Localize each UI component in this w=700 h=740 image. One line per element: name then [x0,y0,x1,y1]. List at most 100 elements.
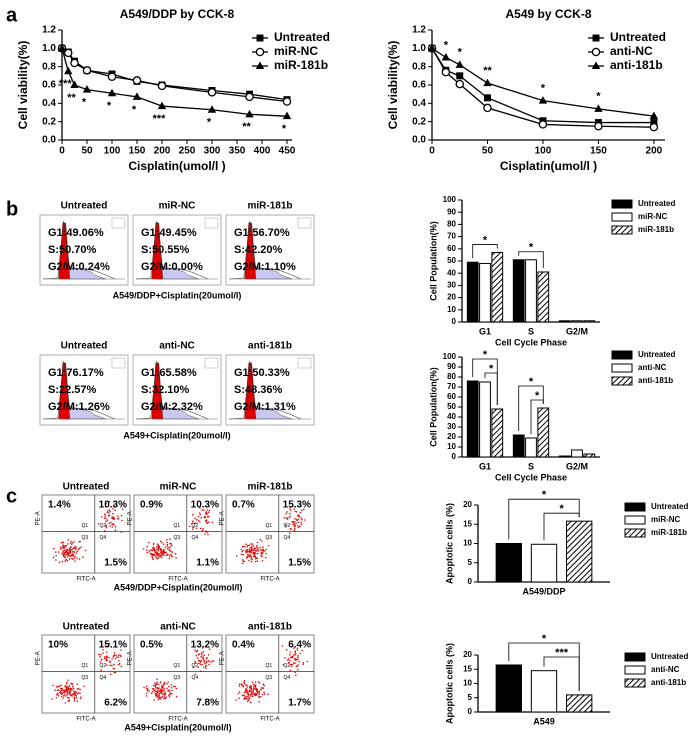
quadrant-percent: 10.3% [191,500,219,511]
scatter-dot [160,554,163,557]
scatter-dot [252,693,254,695]
y-tick-label: 30 [447,281,456,290]
scatter-dot [171,551,174,553]
scatter-dot [60,684,62,687]
significance-label: * [541,82,546,94]
scatter-dot [293,654,295,656]
scatter-dot [105,517,107,520]
scatter-frame [133,634,223,714]
y-axis-label: Cell Population(%) [428,367,438,447]
data-point [245,109,254,118]
x-tick-label: 300 [204,146,221,157]
scatter-dot [258,690,261,693]
legend-label: miR-NC [638,212,668,221]
scatter-dot [168,555,171,557]
scatter-dot [285,512,287,515]
scatter-dot [158,694,161,697]
scatter-dot [166,687,168,690]
quadrant-name: Q1 [265,523,272,529]
scatter-dot [291,663,293,666]
histogram-legend [297,357,312,369]
scatter-dot [248,697,251,700]
scatter-dot [195,522,197,524]
scatter-dot [118,659,120,662]
scatter-dot [247,554,249,556]
scatter-dot [202,650,205,653]
significance-label: * [559,503,564,515]
scatter-dot [206,509,208,511]
scatter-dot [295,674,297,677]
scatter-dot [170,684,172,686]
scatter-dot [158,692,160,695]
cell-cycle-value: G2/M:2.32% [141,401,203,413]
scatter-dot [69,687,72,690]
scatter-dot [77,692,80,694]
scatter-dot [67,679,69,682]
scatter-dot [163,687,165,690]
scatter-frame [225,634,315,714]
scatter-dot [246,556,249,559]
scatter-dot [158,546,160,549]
scatter-dot [63,549,66,551]
x-tick-label: S [528,461,534,471]
scatter-dot [294,671,297,674]
scatter-dot [108,642,111,645]
legend-label: Untreated [638,350,675,359]
scatter-dot [53,547,55,550]
scatter-dot [262,546,264,548]
cell-cycle-value: S:22.57% [48,384,97,396]
data-point [594,122,603,131]
scatter-dot [297,521,300,524]
x-axis-label: Cell Cycle Phase [495,337,567,347]
y-tick-label: 15 [463,664,472,673]
scatter-dot [237,692,240,695]
scatter-dot [162,552,165,554]
scatter-dot [289,515,292,517]
y-tick-label: 30 [447,422,456,431]
scatter-dot [297,514,299,517]
scatter-dot [196,657,199,659]
scatter-dot [300,517,303,519]
y-tick-label: 10 [447,442,456,451]
data-point [157,101,167,110]
scatter-dot [112,656,115,658]
panel-label: c [6,485,17,507]
scatter-dot [111,658,113,660]
data-point [82,85,92,93]
scatter-dot [294,651,297,654]
scatter-dot [251,558,254,561]
y-tick-label: 0.4 [42,98,56,109]
scatter-dot [213,660,215,662]
scatter-dot [207,533,209,536]
significance-bracket [472,244,498,259]
legend-swatch [611,212,633,222]
scatter-dot [65,551,68,554]
scatter-dot [107,514,110,517]
scatter-x-label: FITC-A [76,717,95,723]
scatter-dot [71,548,74,551]
scatter-dot [261,555,263,558]
scatter-dot [67,543,69,545]
y-tick-label: 0.0 [412,135,426,146]
scatter-dot [72,693,75,695]
legend-marker [591,47,601,57]
scatter-dot [166,553,169,556]
significance-label: * [82,96,87,108]
scatter-dot [68,558,71,560]
scatter-dot [155,552,157,554]
scatter-dot [163,684,165,686]
scatter-dot [164,546,167,549]
scatter-dot [64,556,66,559]
scatter-dot [67,696,69,699]
scatter-dot [64,702,67,704]
scatter-dot [114,529,117,531]
scatter-dot [247,693,250,695]
scatter-dot [161,689,163,692]
scatter-dot [251,545,253,548]
quadrant-name: Q1 [81,663,88,669]
scatter-dot [75,697,78,699]
scatter-dot [192,526,194,529]
scatter-dot [100,658,103,661]
scatter-dot [293,529,296,532]
